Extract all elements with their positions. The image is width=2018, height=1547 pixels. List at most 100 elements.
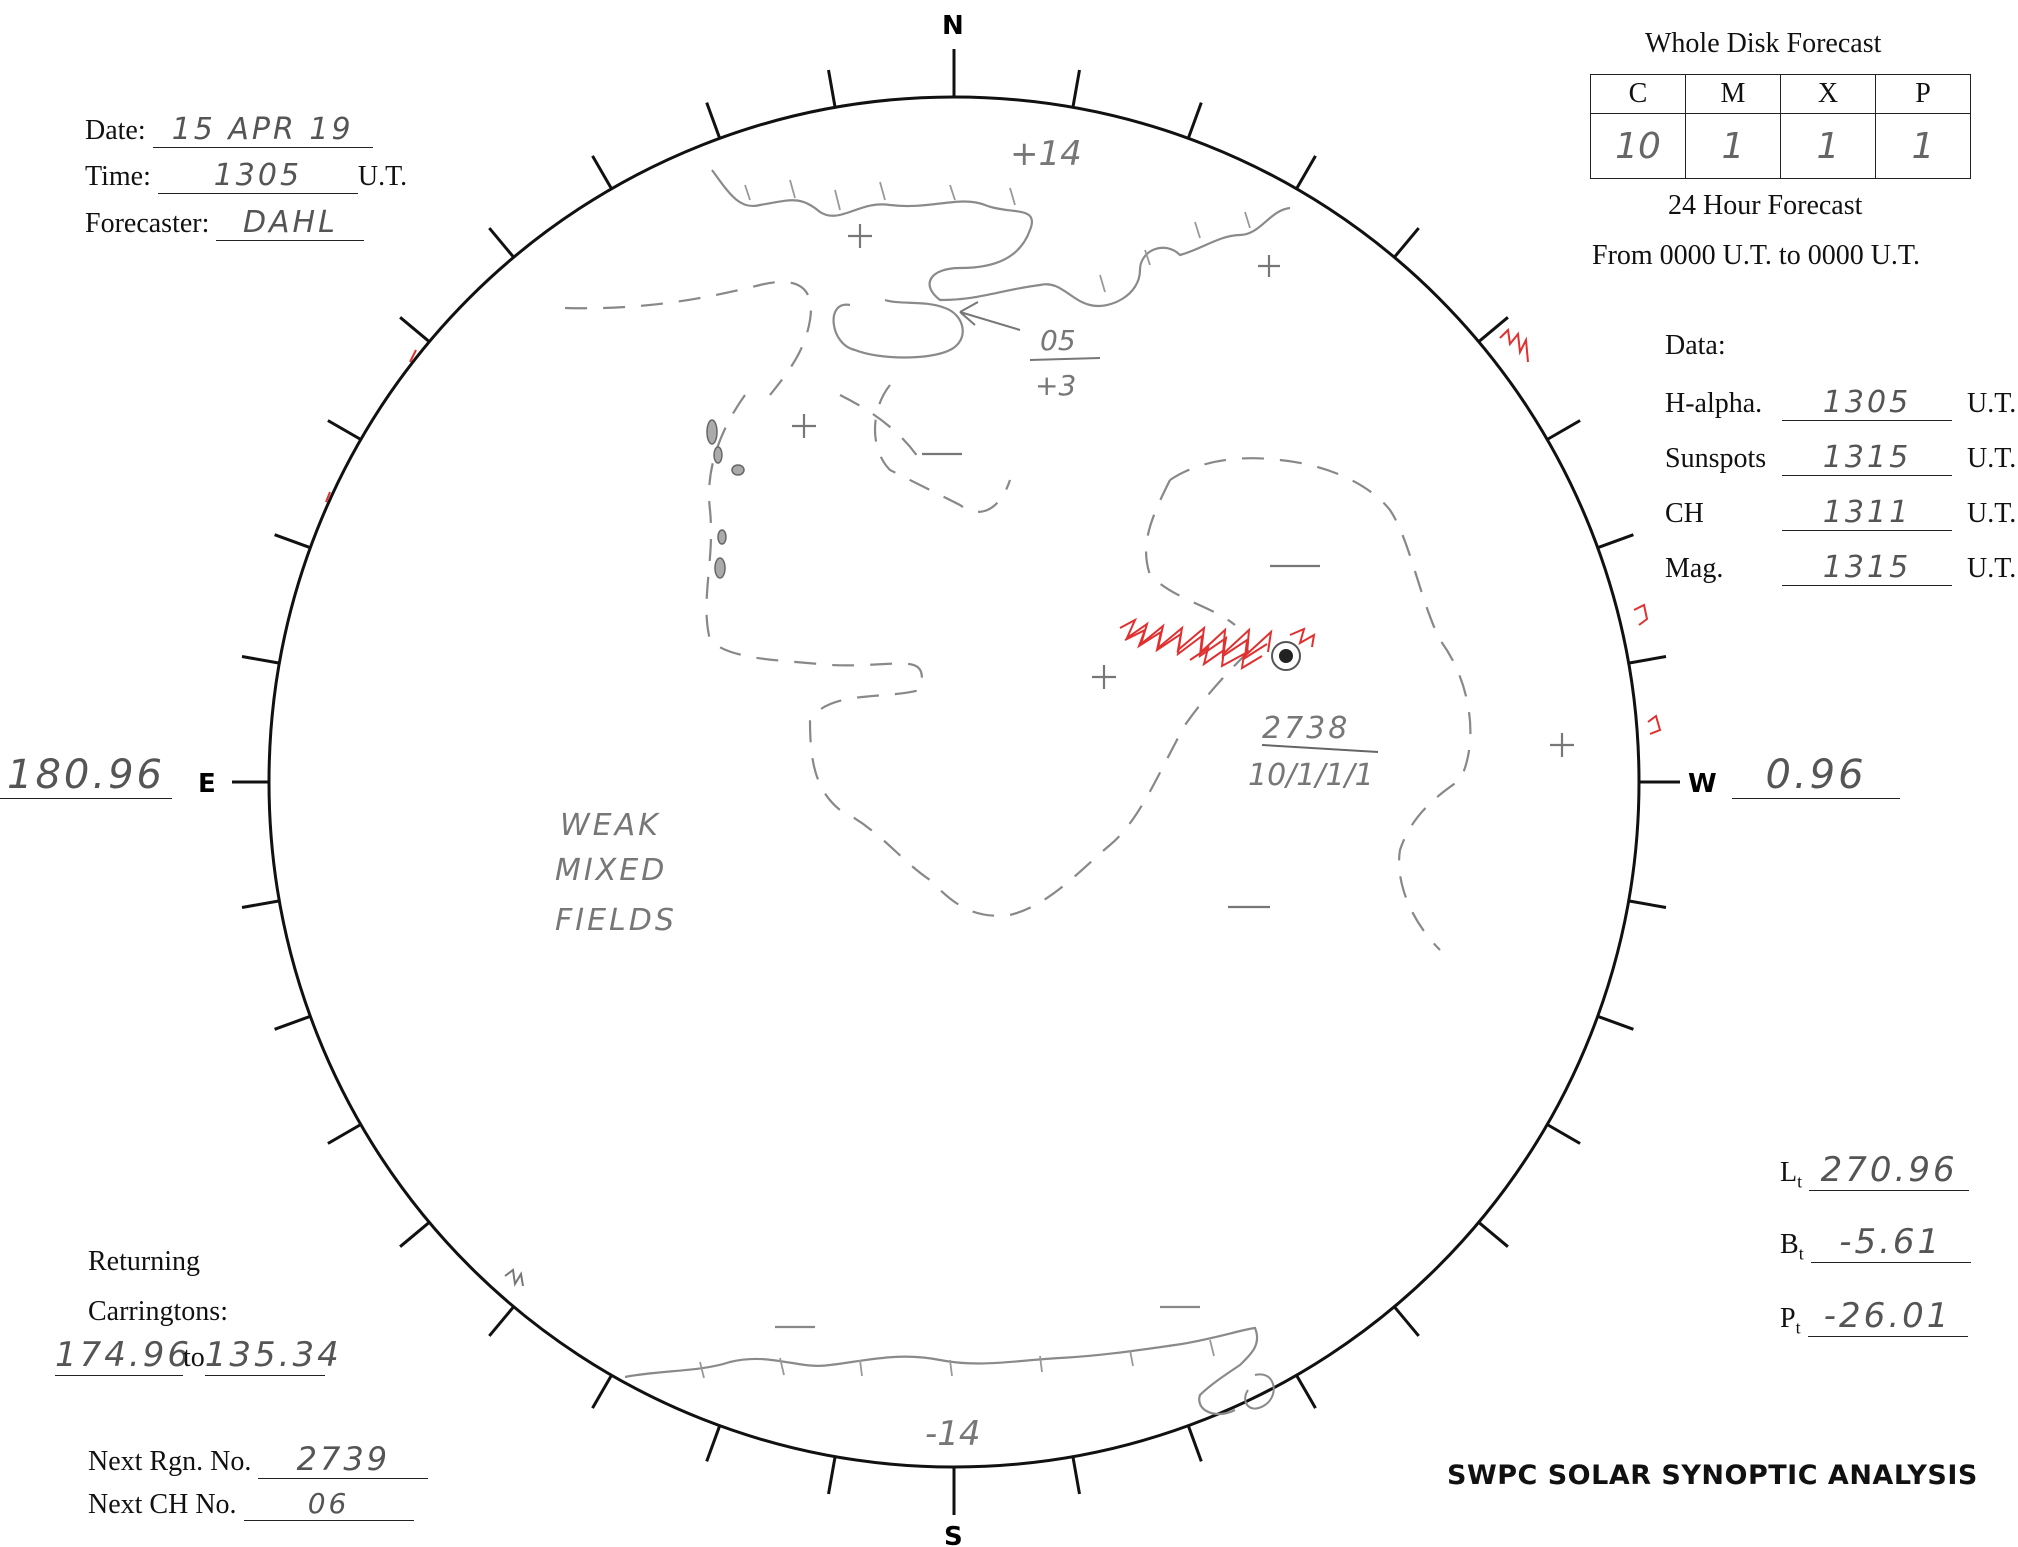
data-row-halpha: H-alpha. 1305 U.T. — [1665, 385, 2016, 421]
region-2738-number: 2738 — [1262, 711, 1350, 746]
south-polarity-label: -14 — [925, 1414, 981, 1454]
data-row-unit: U.T. — [1967, 388, 2017, 419]
solar-limb — [267, 95, 1641, 1469]
limb-tick — [591, 155, 613, 190]
plage-area — [1119, 617, 1316, 670]
pt-value: -26.01 — [1807, 1296, 1968, 1337]
limb-tick — [1186, 102, 1203, 139]
time-row: Time: 1305 U.T. — [85, 158, 407, 194]
carringtons-label-1: Returning — [88, 1246, 200, 1277]
limb-prominences — [325, 327, 1662, 735]
ch-05-arrow — [959, 301, 1021, 331]
date-label: Date: — [85, 115, 146, 146]
data-row-unit: U.T. — [1967, 498, 2017, 529]
west-longitude-value: 0.96 — [1732, 752, 1900, 799]
data-heading: Data: — [1665, 330, 1726, 361]
limb-tick — [827, 1456, 837, 1495]
forecast-col-p: P — [1875, 74, 1971, 114]
limb-tick — [1071, 69, 1081, 108]
forecast-title: Whole Disk Forecast — [1645, 28, 1882, 59]
data-row-ch: CH 1311 U.T. — [1665, 495, 2016, 531]
time-value: 1305 — [157, 158, 358, 194]
next-ch-row: Next CH No. 06 — [88, 1487, 414, 1521]
bt-subscript: t — [1798, 1243, 1804, 1264]
ch-05-number: 05 — [1040, 324, 1076, 357]
limb-tick — [827, 69, 837, 108]
limb-tick — [1628, 899, 1667, 909]
limb-tick — [1477, 316, 1509, 343]
limb-tick — [1546, 1123, 1581, 1145]
limb-tick — [1393, 227, 1420, 259]
west-limb-longitude: 0.96 — [1732, 752, 1900, 799]
carringtons-range: 174.96to135.34 — [55, 1335, 339, 1376]
neutral-lines — [564, 280, 1472, 951]
next-rgn-label: Next Rgn. No. — [88, 1446, 252, 1477]
lt-row: Lt 270.96 — [1780, 1150, 1970, 1193]
pt-label: P — [1780, 1303, 1796, 1334]
sunspot-penumbra — [1271, 641, 1301, 671]
forecast-col-m: M — [1685, 74, 1781, 114]
data-row-unit: U.T. — [1967, 443, 2017, 474]
lt-subscript: t — [1797, 1171, 1803, 1192]
data-row-unit: U.T. — [1967, 553, 2017, 584]
limb-tick — [705, 1425, 722, 1462]
north-polarity-label: +14 — [1010, 134, 1082, 174]
limb-tick — [1477, 1221, 1509, 1248]
limb-tick — [1393, 1305, 1420, 1337]
limb-tick — [1628, 655, 1667, 665]
weak-fields-line-1: WEAK — [560, 808, 661, 843]
data-row-value: 1305 — [1782, 385, 1952, 421]
next-ch-label: Next CH No. — [88, 1489, 237, 1520]
limb-tick — [327, 1123, 362, 1145]
south-polar-ch-loop — [1244, 1373, 1275, 1410]
time-label: Time: — [85, 161, 151, 192]
forecaster-value: DAHL — [216, 205, 365, 241]
limb-tick — [1295, 1374, 1317, 1409]
east-longitude-value: 180.96 — [0, 752, 172, 799]
compass-north: N — [942, 11, 964, 41]
data-row-label: H-alpha. — [1665, 388, 1763, 419]
bt-label: B — [1780, 1229, 1799, 1260]
data-row-label: Sunspots — [1665, 443, 1767, 474]
carrington-to-word: to — [183, 1342, 205, 1373]
limb-tick — [1546, 419, 1581, 441]
forecast-col-c: C — [1590, 74, 1686, 114]
limb-tick — [327, 419, 362, 441]
forecast-val-c: 10 — [1590, 113, 1686, 179]
limb-tick — [488, 1305, 515, 1337]
polarity-markers — [792, 224, 1574, 909]
forecast-col-x: X — [1780, 74, 1876, 114]
forecast-table: C M X P 10 1 1 1 — [1590, 74, 1971, 179]
bt-value: -5.61 — [1810, 1222, 1971, 1263]
filaments — [706, 419, 745, 579]
limb-tick — [488, 227, 515, 259]
east-limb-longitude: 180.96 — [0, 752, 172, 799]
limb-tick — [1071, 1456, 1081, 1495]
data-row-sunspots: Sunspots 1315 U.T. — [1665, 440, 2016, 476]
ch-05-outline — [832, 298, 964, 359]
sunspot-umbra — [1279, 649, 1293, 663]
limb-tick — [1597, 1014, 1634, 1031]
data-row-value: 1311 — [1782, 495, 1952, 531]
north-polar-boundary — [711, 169, 1291, 308]
next-rgn-value: 2739 — [258, 1440, 429, 1479]
data-row-label: CH — [1665, 498, 1704, 529]
ch-05-fraction-bar — [1029, 357, 1101, 361]
pt-row: Pt -26.01 — [1780, 1296, 1968, 1339]
next-ch-value: 06 — [243, 1487, 414, 1521]
limb-tick — [241, 655, 280, 665]
pt-subscript: t — [1795, 1317, 1801, 1338]
data-row-value: 1315 — [1782, 440, 1952, 476]
limb-tick — [1597, 533, 1634, 550]
limb-tick — [705, 102, 722, 139]
ch-05-polarity: +3 — [1035, 369, 1076, 402]
forecast-val-p: 1 — [1875, 113, 1971, 179]
forecast-val-x: 1 — [1780, 113, 1876, 179]
limb-tick — [399, 316, 431, 343]
forecaster-row: Forecaster: DAHL — [85, 205, 365, 241]
weak-fields-line-2: MIXED — [555, 853, 667, 888]
region-2738-underline — [1261, 744, 1379, 753]
date-value: 15 APR 19 — [152, 112, 373, 148]
southeast-limb-prominence — [504, 1268, 524, 1287]
